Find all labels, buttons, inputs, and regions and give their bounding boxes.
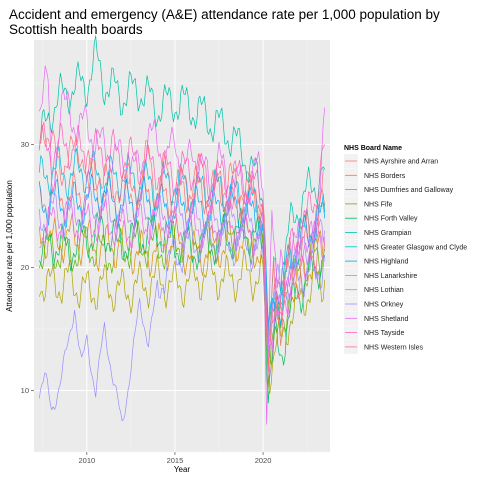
- series-line: [38, 35, 325, 332]
- series-line: [39, 121, 326, 370]
- legend-label: NHS Highland: [364, 259, 408, 266]
- y-axis-title: Attendance rate per 1,000 population: [5, 180, 14, 312]
- y-tick-label: 30: [21, 140, 29, 149]
- legend-item: NHS Lanarkshire: [344, 268, 417, 283]
- x-tick-label: 2015: [167, 456, 184, 465]
- x-tick-label: 2010: [79, 456, 96, 465]
- y-tick-label: 10: [21, 386, 29, 395]
- x-tick-label: 2020: [255, 456, 272, 465]
- legend-item: NHS Shetland: [344, 311, 408, 326]
- legend-label: NHS Greater Glasgow and Clyde: [364, 244, 467, 251]
- legend-item: NHS Western Isles: [344, 339, 423, 354]
- axis-layer: 2010 2015 2020 10 20 30: [21, 140, 272, 465]
- chart-title: Accident and emergency (A&E) attendance …: [9, 7, 440, 37]
- legend-label: NHS Western Isles: [364, 344, 423, 351]
- legend-item: NHS Forth Valley: [344, 211, 418, 226]
- chart-title-line-2: Scottish health boards: [9, 22, 143, 37]
- x-axis-title: Year: [174, 465, 191, 474]
- legend-label: NHS Orkney: [364, 302, 404, 309]
- legend-label: NHS Lanarkshire: [364, 273, 417, 280]
- legend-label: NHS Tayside: [364, 330, 404, 337]
- legend-title: NHS Board Name: [344, 145, 402, 152]
- legend-label: NHS Borders: [364, 173, 406, 180]
- legend-item: NHS Ayrshire and Arran: [344, 154, 438, 168]
- legend: NHS Board Name NHS Ayrshire and Arran NHS…: [344, 145, 467, 354]
- legend-label: NHS Forth Valley: [364, 216, 418, 223]
- legend-label: NHS Lothian: [364, 287, 404, 294]
- legend-label: NHS Grampian: [364, 230, 412, 237]
- legend-label: NHS Dumfries and Galloway: [364, 187, 454, 194]
- legend-item: NHS Grampian: [344, 225, 412, 240]
- legend-item: NHS Fife: [344, 196, 393, 211]
- legend-item: NHS Orkney: [344, 297, 404, 311]
- series-line: [38, 124, 325, 373]
- chart-title-line-1: Accident and emergency (A&E) attendance …: [9, 7, 440, 22]
- series-line: [38, 183, 326, 349]
- series-line: [38, 214, 326, 422]
- legend-label: NHS Fife: [364, 201, 393, 208]
- series-line: [38, 65, 326, 425]
- legend-label: NHS Ayrshire and Arran: [364, 159, 438, 166]
- series-line: [38, 207, 326, 404]
- series-layer: [38, 35, 326, 425]
- legend-item: NHS Borders: [344, 168, 406, 183]
- legend-item: NHS Highland: [344, 254, 408, 269]
- legend-item: NHS Lothian: [344, 282, 404, 297]
- series-line: [38, 206, 326, 386]
- y-tick-label: 20: [21, 263, 29, 272]
- legend-item: NHS Tayside: [344, 325, 404, 340]
- legend-item: NHS Greater Glasgow and Clyde: [344, 239, 467, 254]
- legend-item: NHS Dumfries and Galloway: [344, 182, 454, 197]
- legend-label: NHS Shetland: [364, 316, 408, 323]
